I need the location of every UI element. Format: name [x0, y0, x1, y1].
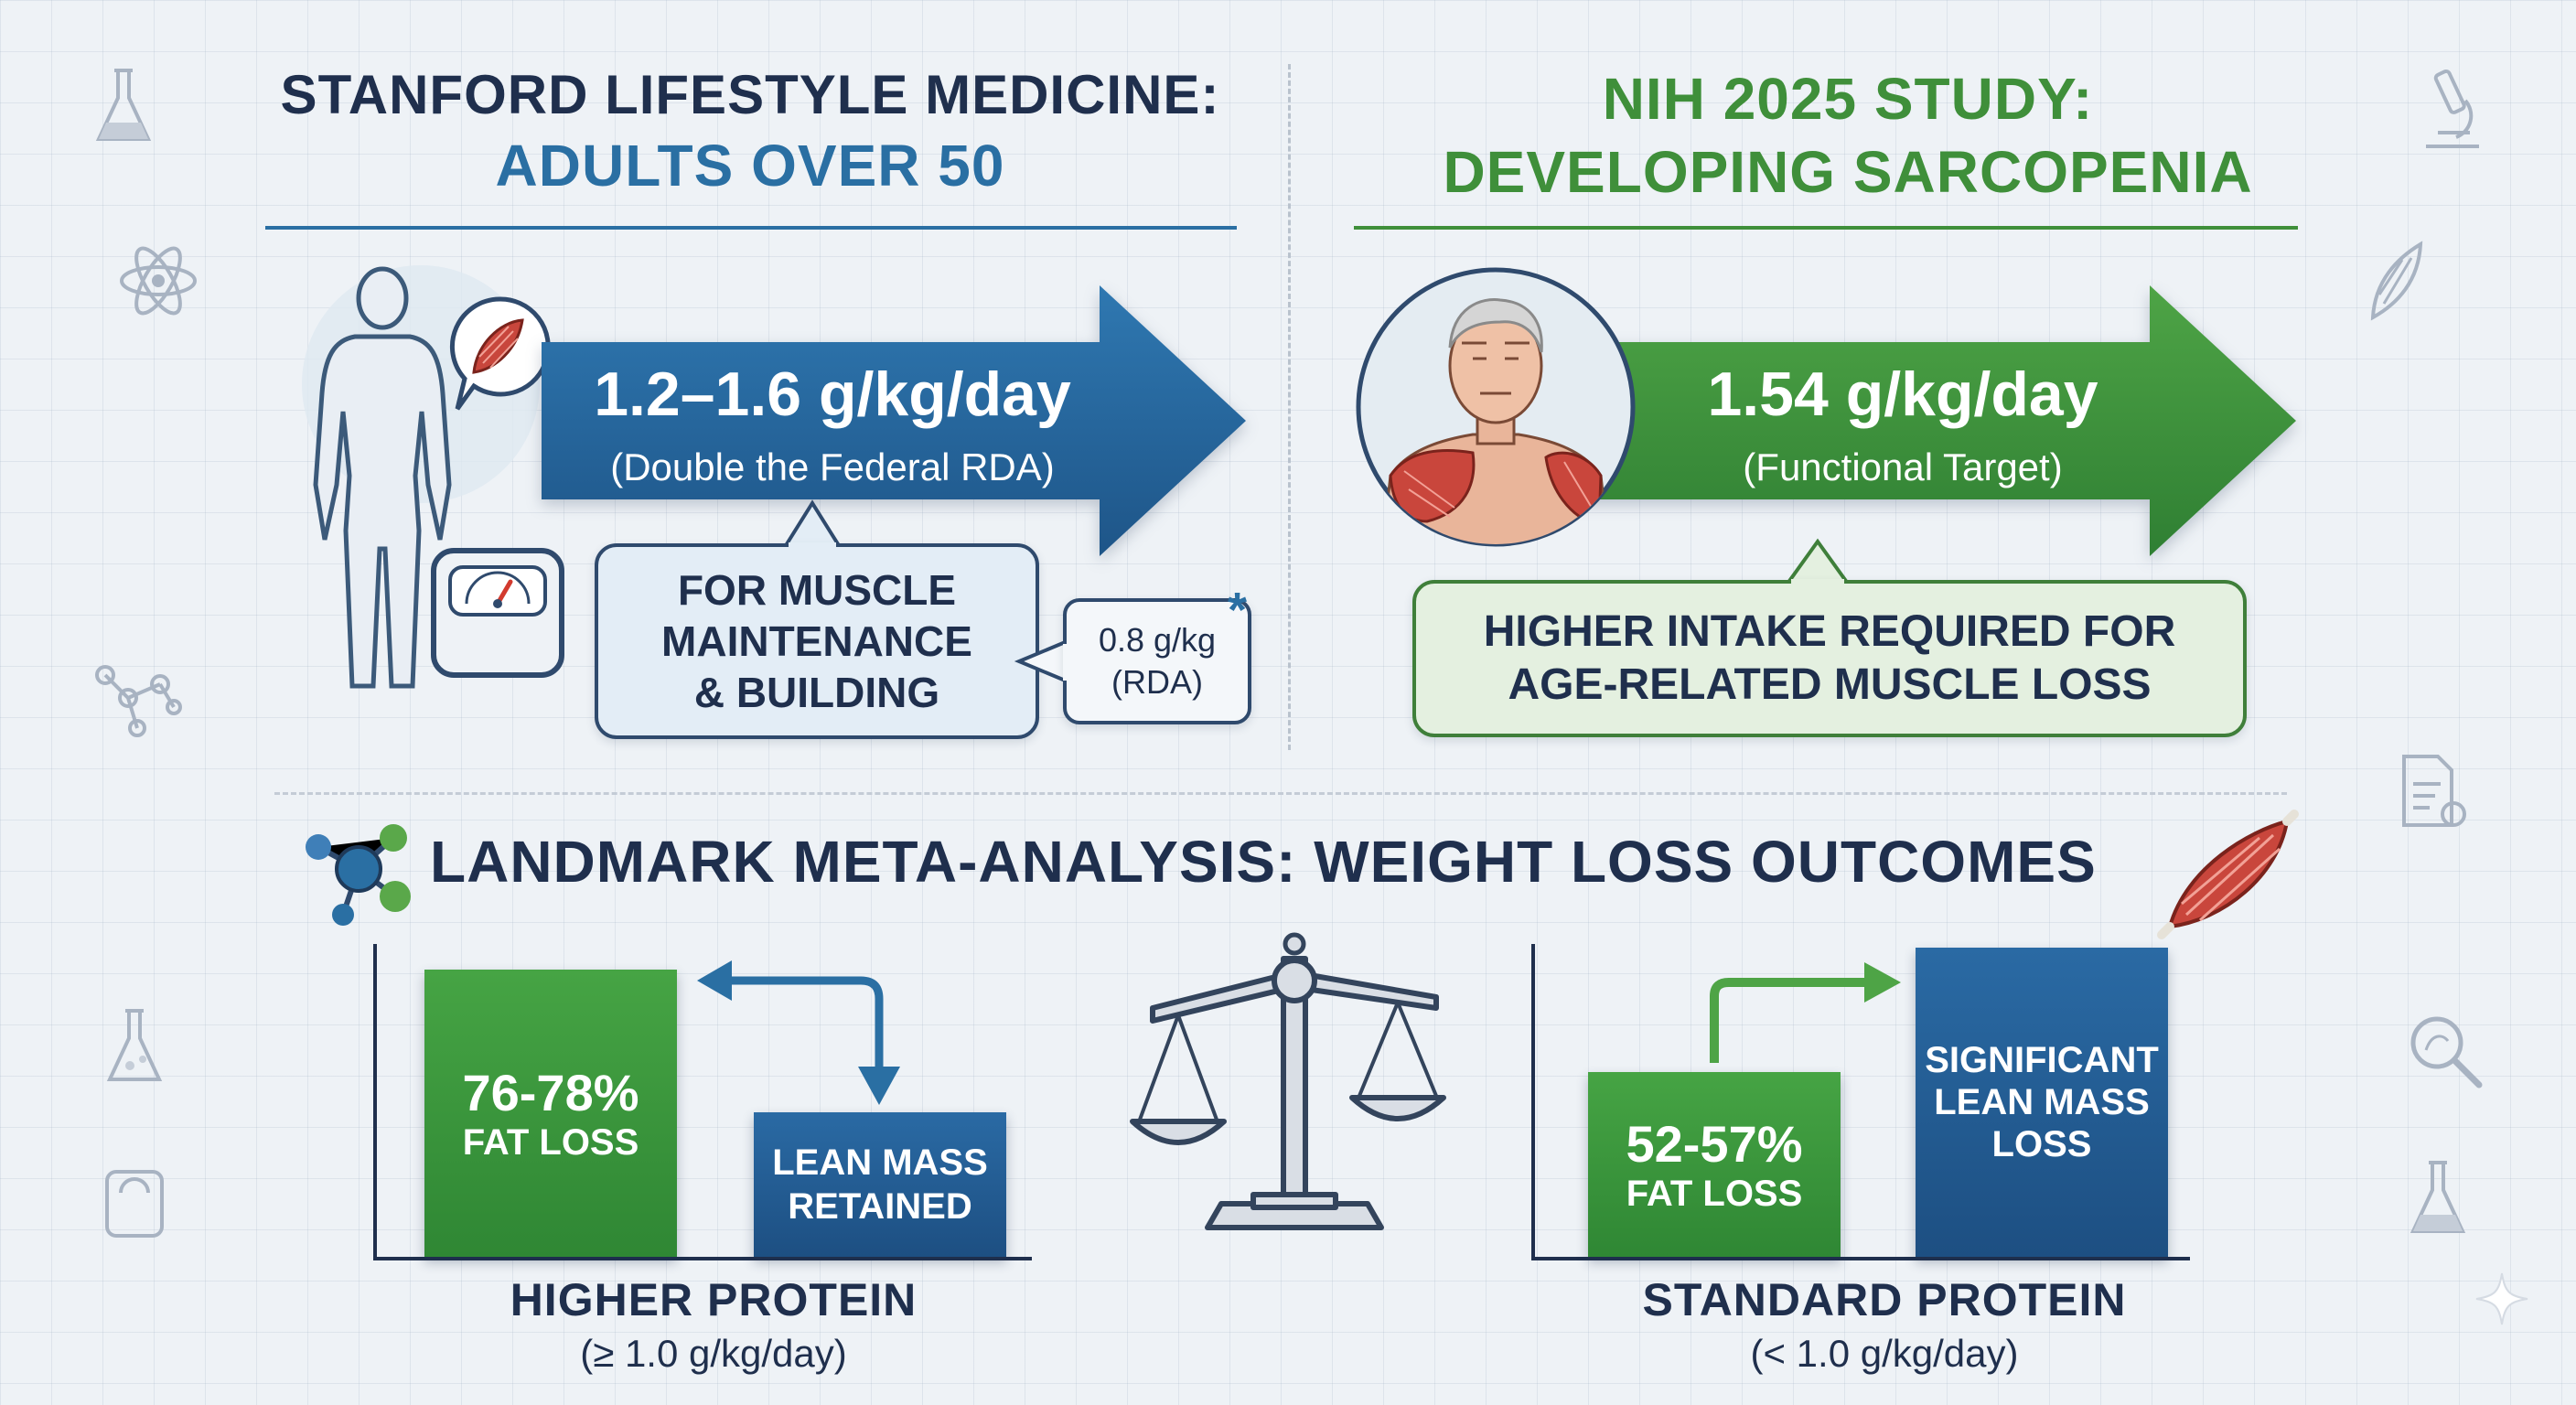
stanford-arrow-note: (Double the Federal RDA) [610, 445, 1055, 488]
rda-callout-mask [1063, 644, 1070, 681]
stanford-title: STANFORD LIFESTYLE MEDICINE: ADULTS OVER… [238, 62, 1262, 203]
muscle-outline-icon [2370, 241, 2423, 321]
standard-lean-line1: SIGNIFICANT [1925, 1040, 2159, 1080]
standard-label: STANDARD PROTEIN [1642, 1274, 2127, 1325]
horizontal-divider [274, 792, 2287, 795]
stanford-callout: FOR MUSCLE MAINTENANCE & BUILDING [595, 543, 1039, 739]
higher-lean-line2: RETAINED [788, 1186, 972, 1227]
nih-callout: HIGHER INTAKE REQUIRED FOR AGE-RELATED M… [1412, 580, 2247, 737]
standard-lean-bar: SIGNIFICANT LEAN MASS LOSS [1916, 948, 2168, 1257]
flask-icon [95, 69, 152, 141]
magnifier-icon [2410, 1016, 2483, 1089]
document-icon [2402, 755, 2466, 827]
nih-callout-line2: AGE-RELATED MUSCLE LOSS [1508, 660, 2152, 709]
nih-title-rule [1354, 226, 2298, 230]
balance-scale-icon [1130, 932, 1446, 1230]
higher-lean-bar: LEAN MASS RETAINED [754, 1112, 1006, 1257]
increase-arrow-icon [1710, 962, 1901, 1063]
standard-chart-axis-x [1531, 1257, 2190, 1260]
rda-value: 0.8 g/kg [1098, 621, 1217, 659]
stanford-callout-line2: MAINTENANCE [661, 617, 972, 665]
nih-arrow-note: (Functional Target) [1743, 445, 2063, 488]
higher-fat-bar: 76-78% FAT LOSS [424, 970, 677, 1257]
stanford-title-line2: ADULTS OVER 50 [495, 133, 1005, 198]
stanford-title-line1: STANFORD LIFESTYLE MEDICINE: [280, 64, 1220, 125]
sparkle-icon [2475, 1272, 2528, 1325]
stanford-callout-line1: FOR MUSCLE [677, 566, 957, 614]
molecule-color-icon [306, 824, 411, 926]
retain-arrow-icon [697, 960, 900, 1105]
nih-title-line1: NIH 2025 STUDY: [1602, 66, 2094, 132]
stanford-callout-line3: & BUILDING [693, 669, 940, 716]
higher-fat-label: FAT LOSS [462, 1121, 639, 1163]
atom-icon [120, 246, 197, 316]
vertical-divider [1288, 64, 1291, 750]
nih-arrow [1555, 285, 2296, 556]
microscope-icon [2426, 69, 2479, 148]
standard-lean-line3: LOSS [1991, 1124, 2092, 1164]
stanford-arrow [542, 285, 1246, 556]
muscle-bubble-icon [450, 296, 551, 411]
scale-small-icon [105, 1170, 164, 1238]
bathroom-scale-icon [431, 548, 564, 678]
nih-title-line2: DEVELOPING SARCOPENIA [1443, 139, 2253, 205]
stanford-arrow-value: 1.2–1.6 g/kg/day [594, 359, 1071, 429]
standard-sublabel: (< 1.0 g/kg/day) [1750, 1332, 2019, 1375]
higher-sublabel: (≥ 1.0 g/kg/day) [580, 1332, 847, 1375]
muscle-color-icon [2157, 810, 2299, 939]
higher-label: HIGHER PROTEIN [510, 1274, 918, 1325]
flask-icon-3 [2410, 1161, 2466, 1233]
rda-asterisk: * [1228, 583, 1248, 638]
standard-lean-line2: LEAN MASS [1934, 1082, 2150, 1122]
rda-callout: 0.8 g/kg (RDA) [1063, 598, 1251, 724]
elderly-man-illustration [1356, 267, 1636, 547]
stanford-callout-mask [789, 542, 836, 552]
flask-icon-2 [106, 1009, 163, 1081]
nih-callout-line1: HIGHER INTAKE REQUIRED FOR [1483, 607, 2176, 656]
nih-title: NIH 2025 STUDY: DEVELOPING SARCOPENIA [1336, 62, 2360, 209]
nih-callout-pointer [1784, 538, 1852, 585]
higher-fat-value: 76-78% [462, 1063, 639, 1121]
molecule-icon [95, 665, 182, 737]
nih-arrow-value: 1.54 g/kg/day [1707, 359, 2098, 429]
higher-chart-axis-y [373, 944, 377, 1260]
nih-callout-mask [1791, 579, 1844, 588]
higher-chart-axis-x [373, 1257, 1032, 1260]
meta-title: LANDMARK META-ANALYSIS: WEIGHT LOSS OUTC… [430, 829, 2097, 895]
rda-label: (RDA) [1111, 663, 1203, 701]
standard-chart-axis-y [1531, 944, 1535, 1260]
standard-fat-value: 52-57% [1626, 1114, 1803, 1173]
standard-fat-bar: 52-57% FAT LOSS [1588, 1072, 1841, 1257]
stanford-title-rule [265, 226, 1237, 230]
higher-lean-line1: LEAN MASS [772, 1142, 988, 1183]
standard-fat-label: FAT LOSS [1626, 1173, 1803, 1214]
stanford-callout-pointer [781, 499, 843, 549]
